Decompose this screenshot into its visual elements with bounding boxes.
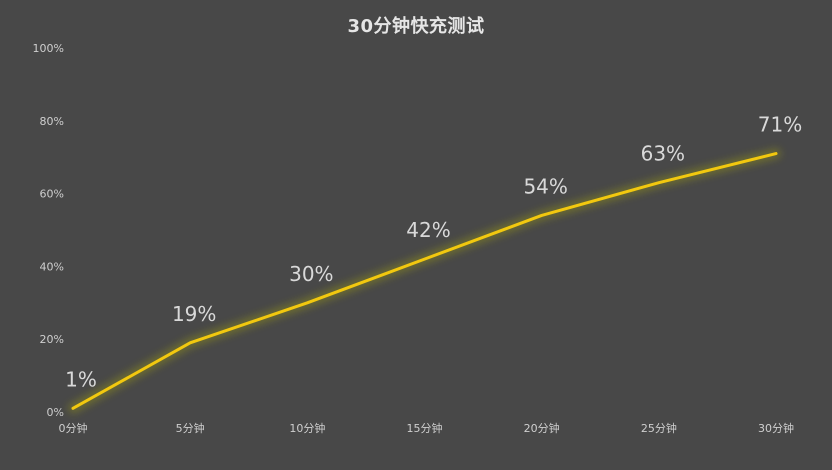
x-tick-label: 10分钟: [289, 421, 325, 435]
y-tick-label: 40%: [40, 260, 64, 273]
data-label: 42%: [406, 218, 450, 242]
data-label: 19%: [172, 302, 216, 326]
data-label: 63%: [641, 142, 685, 166]
x-tick-label: 25分钟: [641, 421, 677, 435]
data-label: 71%: [758, 113, 802, 137]
series-line: [71, 152, 778, 410]
x-tick-label: 0分钟: [59, 421, 88, 435]
series-glow: [68, 148, 781, 414]
y-tick-label: 60%: [40, 188, 64, 201]
data-label: 54%: [523, 174, 567, 198]
y-tick-label: 80%: [40, 115, 64, 128]
x-tick-label: 20分钟: [524, 421, 560, 435]
x-tick-label: 30分钟: [758, 421, 794, 435]
y-axis: 0% 20% 40% 60% 80% 100%: [33, 42, 64, 419]
x-axis: 0分钟 5分钟 10分钟 15分钟 20分钟 25分钟 30分钟: [59, 421, 795, 435]
x-tick-label: 15分钟: [407, 421, 443, 435]
y-tick-label: 20%: [40, 333, 64, 346]
data-label: 30%: [289, 262, 333, 286]
x-tick-label: 5分钟: [176, 421, 205, 435]
data-labels: 1% 19% 30% 42% 54% 63% 71%: [65, 113, 802, 392]
chart-title: 30分钟快充测试: [347, 16, 485, 37]
y-tick-label: 0%: [47, 406, 64, 419]
y-tick-label: 100%: [33, 42, 64, 55]
data-label: 1%: [65, 367, 97, 391]
